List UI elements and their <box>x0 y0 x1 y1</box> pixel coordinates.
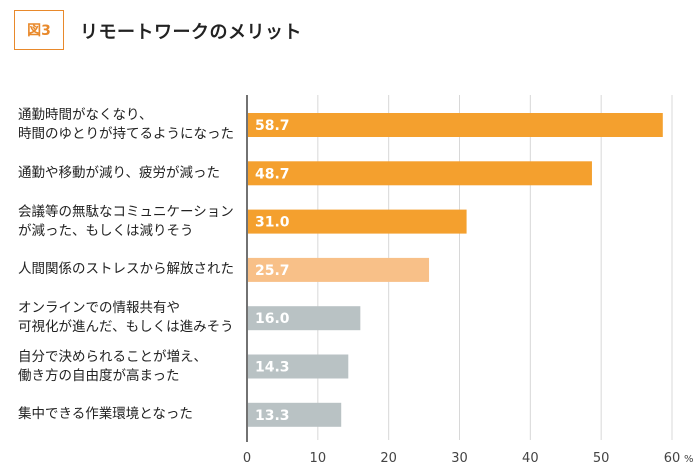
category-label: 集中できる作業環境となった <box>18 406 193 423</box>
x-tick-label: 20 <box>380 451 397 466</box>
category-label: 会議等の無駄なコミュニケーション が減った、もしくは減りそう <box>18 203 234 239</box>
bar-value-label: 13.3 <box>255 408 290 424</box>
x-tick-label: 10 <box>310 451 327 466</box>
x-tick-label: 30 <box>451 451 468 466</box>
bar <box>248 354 349 379</box>
x-tick-label: 40 <box>522 451 539 466</box>
figure-number-badge: 図3 <box>14 10 64 50</box>
x-unit-label: % <box>684 454 694 465</box>
bar <box>248 113 663 137</box>
category-label: 通勤や移動が減り、疲労が減った <box>18 164 220 181</box>
category-label: 自分で決められることが増え、 働き方の自由度が高まった <box>18 348 207 384</box>
bar-value-label: 31.0 <box>255 215 290 231</box>
bar <box>248 402 342 427</box>
bar <box>248 161 592 186</box>
bar <box>248 257 430 282</box>
bar-value-label: 25.7 <box>255 263 290 279</box>
category-label: 通勤時間がなくなり、 時間のゆとりが持てるようになった <box>18 107 234 142</box>
bar <box>248 209 467 234</box>
bar <box>248 306 361 331</box>
bar-value-label: 48.7 <box>255 166 290 182</box>
bar-value-label: 58.7 <box>255 118 290 134</box>
chart-title: リモートワークのメリット <box>80 22 302 43</box>
bar-value-label: 16.0 <box>255 311 290 327</box>
x-tick-label: 60 <box>664 451 681 466</box>
x-tick-label: 50 <box>593 451 610 466</box>
bar-value-label: 14.3 <box>255 360 290 376</box>
category-label: 人間関係のストレスから解放された <box>18 261 234 278</box>
category-label: オンラインでの情報共有や 可視化が進んだ、もしくは進みそう <box>18 300 234 336</box>
x-tick-label: 0 <box>243 451 251 466</box>
